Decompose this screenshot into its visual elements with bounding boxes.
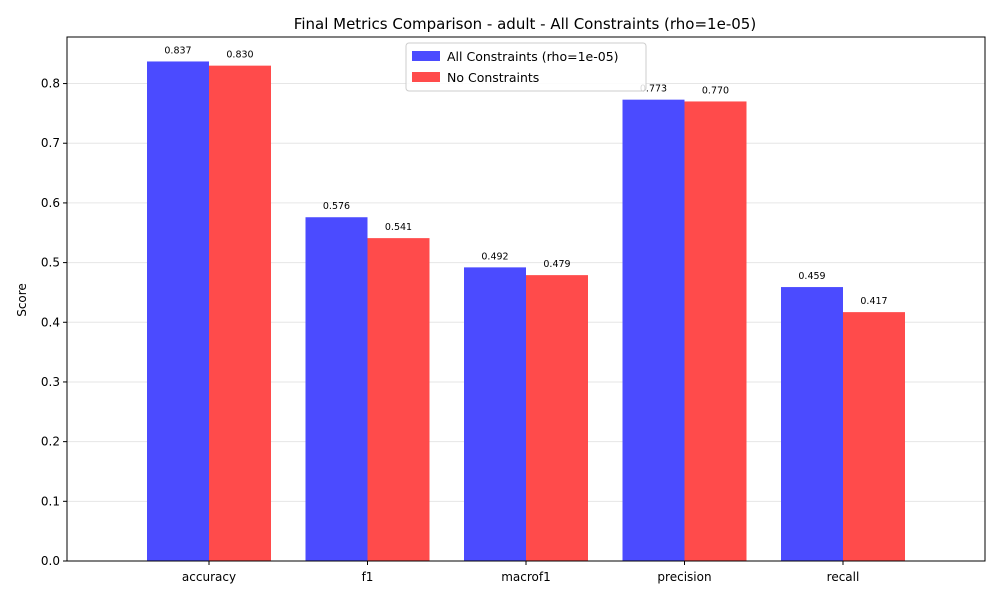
y-tick-label: 0.6 (41, 196, 60, 210)
bar-f1-1 (367, 238, 430, 561)
data-label: 0.770 (702, 85, 729, 96)
legend-label: All Constraints (rho=1e-05) (447, 49, 619, 64)
legend: All Constraints (rho=1e-05) No Constraint… (405, 42, 647, 92)
data-label: 0.541 (385, 222, 412, 233)
y-tick-label: 0.3 (41, 375, 60, 389)
y-axis-label: Score (15, 283, 29, 317)
data-labels-group: 0.837 0.830 0.576 0.541 0.492 0.479 0.773 0.770… (164, 45, 887, 307)
data-label: 0.492 (481, 251, 508, 262)
data-label: 0.773 (640, 84, 667, 95)
bar-macrof1-1 (526, 275, 588, 561)
legend-swatch (412, 51, 440, 61)
bar-accuracy-1 (209, 65, 271, 562)
bar-macrof1-0 (464, 267, 526, 561)
bar-precision-1 (684, 101, 747, 562)
data-label: 0.837 (164, 45, 191, 56)
y-tick-label: 0.2 (41, 435, 60, 449)
legend-label: No Constraints (447, 70, 539, 85)
y-tick-label: 0.1 (41, 494, 60, 508)
x-tick-label: accuracy (182, 570, 236, 584)
y-tick-label: 0.7 (41, 136, 60, 150)
chart-title: Final Metrics Comparison - adult - All C… (294, 15, 756, 33)
data-label: 0.459 (798, 271, 825, 282)
bars-group (147, 61, 905, 562)
bar-f1-0 (305, 217, 368, 561)
bar-recall-1 (843, 312, 905, 561)
data-label: 0.479 (543, 259, 570, 270)
y-tick-label: 0.8 (41, 77, 60, 91)
y-axis: 0.0 0.1 0.2 0.3 0.4 0.5 0.6 0.7 0.8 (41, 77, 67, 568)
bar-accuracy-0 (147, 61, 209, 562)
x-tick-label: precision (657, 570, 711, 584)
legend-box (405, 42, 647, 92)
data-label: 0.830 (226, 50, 253, 61)
bar-recall-0 (781, 287, 843, 561)
x-axis: accuracy f1 macrof1 precision recall (182, 561, 859, 584)
y-tick-label: 0.5 (41, 256, 60, 270)
bar-precision-0 (622, 99, 685, 561)
x-tick-label: f1 (362, 570, 374, 584)
data-label: 0.417 (860, 296, 887, 307)
y-tick-label: 0.4 (41, 315, 60, 329)
y-tick-label: 0.0 (41, 554, 60, 568)
data-label: 0.576 (323, 201, 350, 212)
legend-swatch (412, 72, 440, 82)
x-tick-label: recall (827, 570, 860, 584)
x-tick-label: macrof1 (501, 570, 551, 584)
